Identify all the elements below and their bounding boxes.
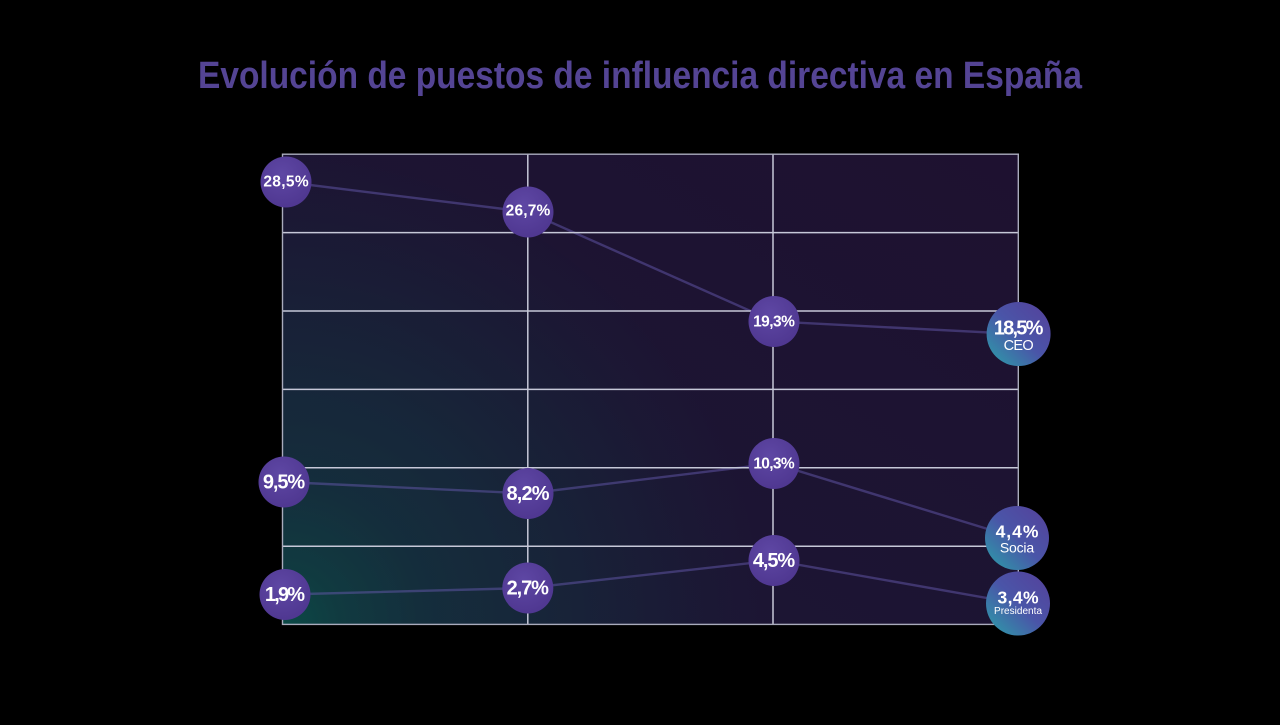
svg-text:19,3%: 19,3% bbox=[753, 313, 795, 330]
svg-text:10,3%: 10,3% bbox=[753, 455, 795, 472]
svg-text:4,4%: 4,4% bbox=[996, 522, 1039, 542]
svg-text:Socia: Socia bbox=[1000, 540, 1035, 556]
svg-text:8,2%: 8,2% bbox=[506, 483, 549, 505]
svg-text:CEO: CEO bbox=[1004, 338, 1034, 354]
svg-text:26,7%: 26,7% bbox=[506, 202, 551, 219]
svg-text:28,5%: 28,5% bbox=[263, 173, 309, 190]
svg-text:4,5%: 4,5% bbox=[753, 550, 796, 572]
svg-text:1,9%: 1,9% bbox=[265, 584, 305, 606]
svg-text:3,4%: 3,4% bbox=[997, 587, 1039, 607]
svg-text:18,5%: 18,5% bbox=[994, 318, 1044, 340]
svg-text:Evolución de puestos de influe: Evolución de puestos de influencia direc… bbox=[198, 55, 1083, 97]
svg-text:9,5%: 9,5% bbox=[263, 471, 306, 493]
svg-text:2,7%: 2,7% bbox=[507, 577, 550, 599]
svg-text:Presidenta: Presidenta bbox=[994, 606, 1042, 617]
